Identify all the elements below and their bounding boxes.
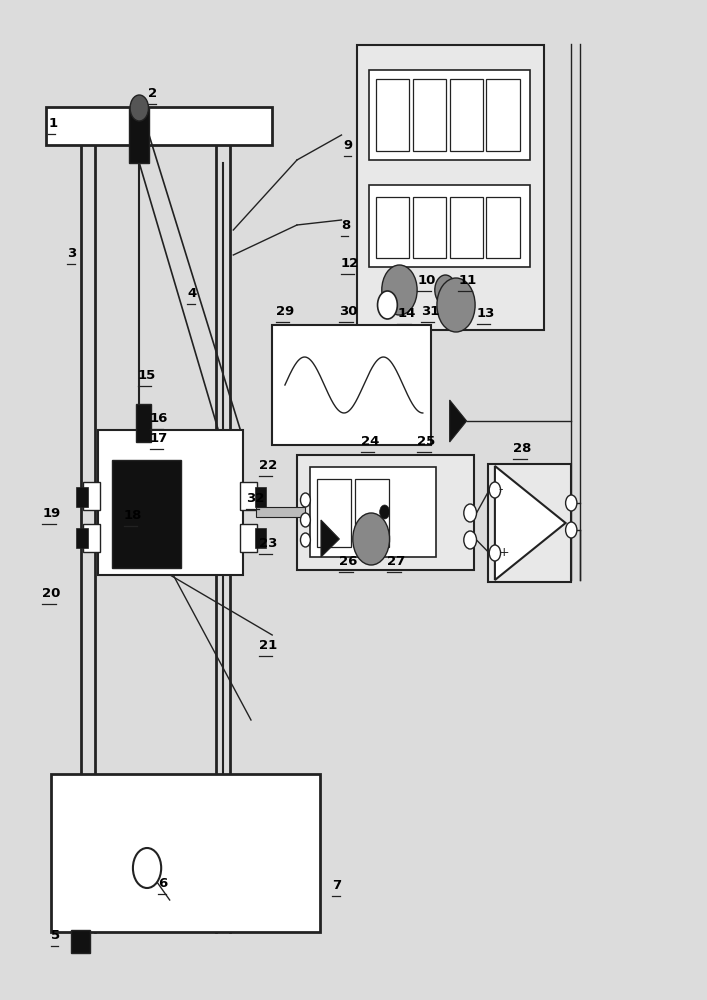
Circle shape (435, 275, 456, 305)
Bar (129, 108, 149, 163)
Text: 14: 14 (397, 307, 416, 320)
Text: 30: 30 (339, 305, 358, 318)
Bar (317, 479, 351, 547)
Text: 15: 15 (138, 369, 156, 382)
Bar (83, 524, 100, 552)
Bar (297, 455, 474, 570)
Polygon shape (321, 520, 339, 557)
Circle shape (300, 493, 310, 507)
Bar (376, 79, 409, 151)
Text: 22: 22 (259, 459, 277, 472)
Bar (112, 460, 181, 568)
Bar (256, 507, 305, 517)
Polygon shape (495, 466, 566, 580)
Bar (486, 79, 520, 151)
Circle shape (380, 505, 390, 519)
Bar (51, 774, 320, 932)
Bar (488, 464, 571, 582)
Bar (240, 482, 257, 510)
Circle shape (300, 533, 310, 547)
Text: 21: 21 (259, 639, 277, 652)
Bar (413, 79, 446, 151)
Text: 4: 4 (187, 287, 197, 300)
Text: +: + (498, 546, 509, 558)
Bar (272, 325, 431, 445)
Text: 11: 11 (458, 274, 477, 287)
Text: 9: 9 (344, 139, 353, 152)
Text: 24: 24 (361, 435, 379, 448)
Text: 12: 12 (341, 257, 359, 270)
Text: 8: 8 (341, 219, 350, 232)
Bar (450, 79, 483, 151)
Circle shape (464, 504, 477, 522)
Circle shape (566, 495, 577, 511)
Circle shape (300, 513, 310, 527)
Polygon shape (450, 400, 467, 442)
Text: 28: 28 (513, 442, 532, 455)
Bar (76, 528, 88, 548)
Circle shape (353, 513, 390, 565)
Bar (240, 524, 257, 552)
Bar (450, 197, 483, 258)
Text: 23: 23 (259, 537, 277, 550)
Bar (46, 107, 272, 145)
Text: 27: 27 (387, 555, 406, 568)
Text: 5: 5 (51, 929, 60, 942)
Bar (486, 197, 520, 258)
Bar (355, 479, 389, 547)
Text: 6: 6 (158, 877, 168, 890)
Circle shape (489, 482, 501, 498)
Bar (369, 185, 530, 267)
Text: -: - (498, 484, 503, 496)
Bar (98, 430, 243, 575)
Text: 31: 31 (421, 305, 439, 318)
Text: 29: 29 (276, 305, 294, 318)
Circle shape (437, 278, 475, 332)
Text: 2: 2 (148, 87, 158, 100)
Bar (71, 930, 90, 953)
Circle shape (489, 545, 501, 561)
Circle shape (130, 95, 148, 121)
Text: 1: 1 (48, 117, 57, 130)
Circle shape (566, 522, 577, 538)
Bar (255, 487, 266, 507)
Circle shape (382, 265, 417, 315)
Text: 3: 3 (67, 247, 76, 260)
Text: 32: 32 (246, 492, 264, 505)
Bar (255, 528, 266, 548)
Bar (136, 404, 151, 442)
Text: 26: 26 (339, 555, 358, 568)
Circle shape (378, 291, 397, 319)
Text: 10: 10 (417, 274, 436, 287)
Bar (357, 45, 544, 330)
Bar (310, 467, 436, 557)
Text: 18: 18 (124, 509, 142, 522)
Circle shape (133, 848, 161, 888)
Circle shape (464, 531, 477, 549)
Text: 17: 17 (150, 432, 168, 445)
Text: 7: 7 (332, 879, 341, 892)
Bar (376, 197, 409, 258)
Text: 13: 13 (477, 307, 495, 320)
Text: 19: 19 (42, 507, 61, 520)
Text: 25: 25 (417, 435, 436, 448)
Text: 20: 20 (42, 587, 61, 600)
Bar (369, 70, 530, 160)
Bar (413, 197, 446, 258)
Bar (83, 482, 100, 510)
Bar (76, 487, 88, 507)
Text: 16: 16 (150, 412, 168, 425)
